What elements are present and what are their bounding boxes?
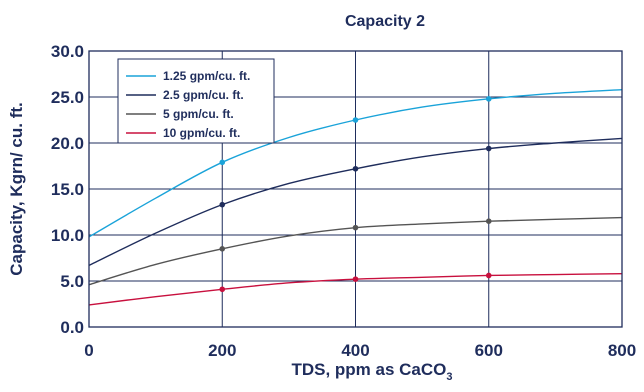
- y-tick-labels: 0.0 5.0 10.0 15.0 20.0 25.0 30.0: [51, 42, 84, 337]
- x-tick-label: 800: [608, 341, 636, 360]
- y-tick-label: 15.0: [51, 180, 84, 199]
- data-point: [485, 96, 492, 102]
- plot-frame: [88, 50, 623, 328]
- legend-label: 5 gpm/cu. ft.: [163, 107, 234, 121]
- y-tick-label: 10.0: [51, 226, 84, 245]
- data-point: [219, 246, 226, 252]
- data-point: [352, 165, 359, 172]
- data-point: [485, 145, 492, 152]
- y-tick-label: 20.0: [51, 134, 84, 153]
- y-tick-label: 5.0: [60, 272, 84, 291]
- x-tick-labels: 0 200 400 600 800: [84, 341, 636, 360]
- y-tick-label: 0.0: [60, 318, 84, 337]
- y-tick-label: 30.0: [51, 42, 84, 61]
- data-point: [485, 218, 492, 224]
- x-axis-title-subscript: 3: [446, 371, 452, 383]
- data-point: [352, 276, 359, 282]
- legend-box: [117, 58, 275, 144]
- x-tick-label: 0: [84, 341, 93, 360]
- x-tick-label: 600: [475, 341, 503, 360]
- x-tick-label: 200: [208, 341, 236, 360]
- data-point: [352, 224, 359, 231]
- data-point: [352, 117, 359, 123]
- data-point: [219, 201, 226, 208]
- series-lines: [88, 88, 623, 306]
- x-axis-title: TDS, ppm as CaCO3: [291, 360, 452, 383]
- data-point: [485, 272, 492, 279]
- chart-title: Capacity 2: [345, 13, 425, 30]
- y-axis-title: Capacity, Kgrn/ cu. ft.: [7, 102, 26, 276]
- legend-label: 1.25 gpm/cu. ft.: [163, 69, 250, 83]
- data-point: [219, 159, 226, 166]
- x-tick-label: 400: [341, 341, 369, 360]
- data-point: [219, 286, 226, 293]
- x-axis-title-text: TDS, ppm as CaCO: [291, 360, 446, 379]
- legend: 1.25 gpm/cu. ft. 2.5 gpm/cu. ft. 5 gpm/cu.…: [117, 58, 275, 144]
- legend-label: 10 gpm/cu. ft.: [163, 126, 240, 140]
- legend-label: 2.5 gpm/cu. ft.: [163, 88, 244, 102]
- y-tick-label: 25.0: [51, 88, 84, 107]
